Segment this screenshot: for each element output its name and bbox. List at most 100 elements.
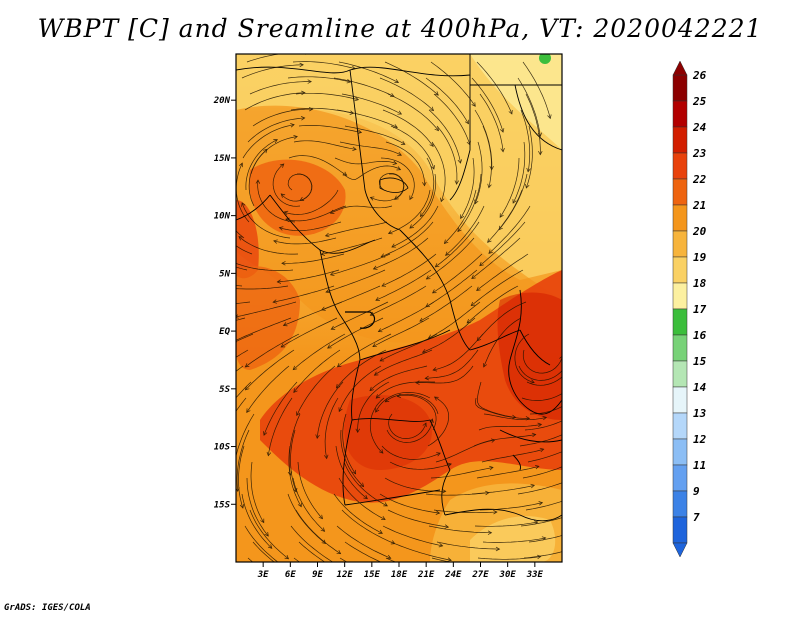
lon-tick-label: 24E — [444, 570, 462, 580]
streamline — [292, 477, 325, 532]
streamline — [242, 124, 295, 159]
streamline — [338, 477, 386, 520]
streamline-arrow — [384, 398, 390, 403]
streamline — [263, 381, 298, 436]
colorbar-label: 12 — [693, 433, 707, 446]
streamline-arrow — [357, 129, 363, 135]
streamline — [342, 413, 356, 475]
streamline — [519, 434, 562, 447]
colorbar-label: 18 — [693, 277, 707, 290]
streamline-arrow — [578, 457, 582, 460]
streamline-arrow — [378, 529, 383, 534]
lon-tick-label: 30E — [499, 570, 517, 580]
colorbar-swatch — [672, 386, 688, 414]
streamline-arrow — [293, 134, 298, 140]
streamline-arrow — [575, 425, 579, 429]
streamline-arrow — [225, 286, 229, 290]
streamline — [517, 482, 562, 495]
streamline-arrow — [325, 288, 331, 294]
streamline — [236, 266, 248, 271]
streamline-arrow — [447, 557, 452, 562]
colorbar-label: 25 — [692, 95, 707, 108]
streamline-arrow — [479, 261, 484, 267]
colorbar-label: 23 — [692, 147, 707, 160]
colorbar-label: 22 — [692, 173, 707, 186]
streamline — [236, 413, 255, 458]
streamline — [422, 317, 476, 353]
streamline — [409, 173, 437, 229]
colorbar-label: 17 — [693, 303, 707, 316]
streamline-arrow — [299, 196, 305, 201]
lat-tick-label: 15N — [214, 154, 231, 164]
streamline — [247, 117, 305, 143]
streamline — [250, 461, 265, 523]
streamline — [389, 461, 452, 470]
lat-tick-label: 10S — [214, 443, 231, 453]
streamline — [520, 517, 562, 527]
streamline — [523, 551, 562, 559]
streamline-arrow — [381, 516, 386, 520]
streamline-arrow — [276, 279, 282, 284]
streamline — [357, 381, 390, 433]
streamline — [435, 221, 480, 268]
colorbar-swatch — [672, 282, 688, 310]
streamline — [375, 392, 431, 413]
streamline-arrow — [490, 438, 496, 443]
streamline-arrow — [354, 96, 360, 102]
streamline-arrow — [255, 179, 261, 184]
streamline — [369, 397, 385, 454]
streamline-arrow — [320, 251, 326, 256]
streamline — [249, 509, 289, 560]
streamline-arrow — [493, 509, 498, 515]
streamline — [375, 381, 435, 399]
streamline-arrow — [396, 166, 402, 171]
colorbar-label: 19 — [693, 251, 707, 264]
streamline — [380, 157, 415, 200]
streamline-arrow — [559, 355, 562, 359]
streamline — [333, 77, 395, 97]
streamline-arrow — [335, 563, 339, 567]
streamline-arrow — [447, 462, 452, 467]
streamline — [292, 61, 356, 70]
colorbar-label: 11 — [693, 459, 706, 472]
streamline — [284, 189, 339, 215]
streamline — [236, 317, 292, 341]
colorbar-bottom-cap — [672, 542, 688, 558]
streamline-arrow — [355, 428, 361, 434]
streamline-arrow — [434, 263, 440, 268]
streamline — [339, 141, 402, 156]
streamline-arrow — [499, 213, 504, 218]
streamline-arrow — [293, 487, 298, 493]
streamline-arrow — [498, 225, 503, 231]
streamline-arrow — [290, 123, 295, 128]
streamline — [420, 157, 435, 217]
streamline-arrow — [336, 549, 342, 555]
wbpt-field — [236, 54, 562, 562]
streamline — [236, 285, 289, 290]
streamline — [381, 445, 441, 460]
streamline-arrow — [231, 261, 235, 265]
streamline-arrow — [430, 165, 435, 170]
streamline — [272, 163, 301, 207]
streamline-arrow — [429, 106, 435, 112]
streamline-arrow — [338, 407, 343, 413]
streamline — [338, 365, 382, 412]
streamline — [527, 451, 562, 463]
streamline — [476, 253, 529, 291]
streamline — [246, 477, 269, 537]
streamline — [436, 541, 500, 550]
streamline-arrow — [424, 375, 429, 381]
streamline — [387, 93, 439, 131]
streamline-arrow — [433, 396, 439, 401]
streamline — [479, 93, 504, 152]
streamline-arrow — [530, 379, 535, 384]
streamline — [336, 109, 398, 128]
streamline-arrow — [512, 199, 517, 204]
streamline-arrow — [324, 454, 329, 460]
streamline-arrow — [487, 238, 492, 243]
streamline-arrow — [526, 167, 531, 173]
colorbar-swatch — [672, 412, 688, 440]
streamline-arrow — [531, 432, 537, 438]
streamline — [386, 418, 433, 443]
streamline — [390, 125, 435, 170]
